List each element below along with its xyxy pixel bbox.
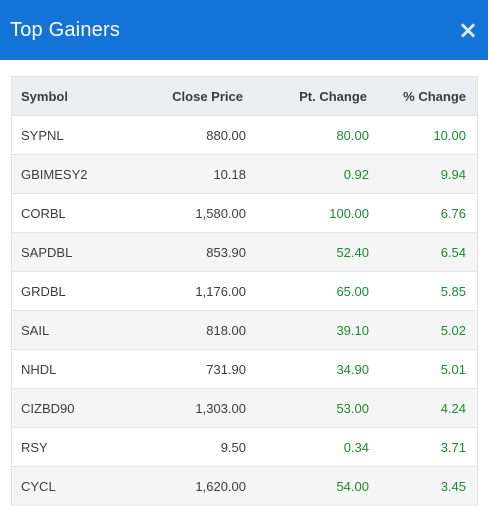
pt-change-cell: 34.90	[336, 361, 369, 377]
column-header-pct-change[interactable]: % Change	[369, 76, 477, 116]
close-price-cell: 818.00	[206, 322, 246, 338]
table-row[interactable]: SAIL 818.00 39.10 5.02	[12, 310, 477, 350]
table-row[interactable]: CYCL 1,620.00 54.00 3.45	[12, 466, 477, 506]
table-row[interactable]: CORBL 1,580.00 100.00 6.76	[12, 193, 477, 233]
table-row[interactable]: GBIMESY2 10.18 0.92 9.94	[12, 154, 477, 194]
pct-change-cell: 5.01	[440, 361, 466, 377]
column-header-symbol[interactable]: Symbol	[12, 76, 134, 116]
table-row[interactable]: NHDL 731.90 34.90 5.01	[12, 349, 477, 389]
symbol-cell[interactable]: RSY	[21, 439, 48, 455]
table-header-row: Symbol Close Price Pt. Change % Change	[12, 76, 477, 116]
close-price-cell: 1,176.00	[195, 283, 246, 299]
gainers-table-wrapper: Symbol Close Price Pt. Change % Change S…	[11, 76, 478, 506]
symbol-cell[interactable]: SYPNL	[21, 127, 64, 143]
table-row[interactable]: RSY 9.50 0.34 3.71	[12, 427, 477, 467]
pt-change-cell: 53.00	[336, 400, 369, 416]
pt-change-cell: 0.34	[343, 439, 369, 455]
symbol-cell[interactable]: CYCL	[21, 478, 56, 494]
close-price-cell: 880.00	[206, 127, 246, 143]
close-price-cell: 853.90	[206, 244, 246, 260]
column-header-close-price[interactable]: Close Price	[134, 76, 246, 116]
symbol-cell[interactable]: CIZBD90	[21, 400, 75, 416]
table-body: SYPNL 880.00 80.00 10.00 GBIMESY2 10.18 0.92 9.…	[12, 115, 477, 506]
close-price-cell: 9.50	[220, 439, 246, 455]
symbol-cell[interactable]: CORBL	[21, 205, 66, 221]
column-header-pt-change[interactable]: Pt. Change	[246, 76, 369, 116]
close-price-cell: 10.18	[213, 166, 246, 182]
close-price-cell: 731.90	[206, 361, 246, 377]
pt-change-cell: 54.00	[336, 478, 369, 494]
close-price-cell: 1,580.00	[195, 205, 246, 221]
pct-change-cell: 4.24	[440, 400, 466, 416]
pt-change-cell: 39.10	[336, 322, 369, 338]
table-row[interactable]: CIZBD90 1,303.00 53.00 4.24	[12, 388, 477, 428]
pct-change-cell: 6.54	[440, 244, 466, 260]
close-price-cell: 1,620.00	[195, 478, 246, 494]
gainers-table: Symbol Close Price Pt. Change % Change S…	[12, 76, 477, 506]
pct-change-cell: 5.85	[440, 283, 466, 299]
modal-header: Top Gainers ×	[0, 0, 488, 60]
close-price-cell: 1,303.00	[195, 400, 246, 416]
pct-change-cell: 3.71	[440, 439, 466, 455]
pct-change-cell: 6.76	[440, 205, 466, 221]
close-icon[interactable]: ×	[458, 16, 479, 44]
table-row[interactable]: SYPNL 880.00 80.00 10.00	[12, 115, 477, 155]
pt-change-cell: 52.40	[336, 244, 369, 260]
pct-change-cell: 9.94	[440, 166, 466, 182]
pt-change-cell: 100.00	[329, 205, 369, 221]
table-row[interactable]: SAPDBL 853.90 52.40 6.54	[12, 232, 477, 272]
pt-change-cell: 65.00	[336, 283, 369, 299]
symbol-cell[interactable]: NHDL	[21, 361, 57, 377]
modal-title: Top Gainers	[10, 18, 121, 41]
pct-change-cell: 3.45	[440, 478, 466, 494]
pt-change-cell: 80.00	[336, 127, 369, 143]
symbol-cell[interactable]: GBIMESY2	[21, 166, 88, 182]
symbol-cell[interactable]: SAPDBL	[21, 244, 73, 260]
pt-change-cell: 0.92	[343, 166, 369, 182]
pct-change-cell: 5.02	[440, 322, 466, 338]
symbol-cell[interactable]: GRDBL	[21, 283, 66, 299]
table-row[interactable]: GRDBL 1,176.00 65.00 5.85	[12, 271, 477, 311]
pct-change-cell: 10.00	[433, 127, 466, 143]
symbol-cell[interactable]: SAIL	[21, 322, 50, 338]
